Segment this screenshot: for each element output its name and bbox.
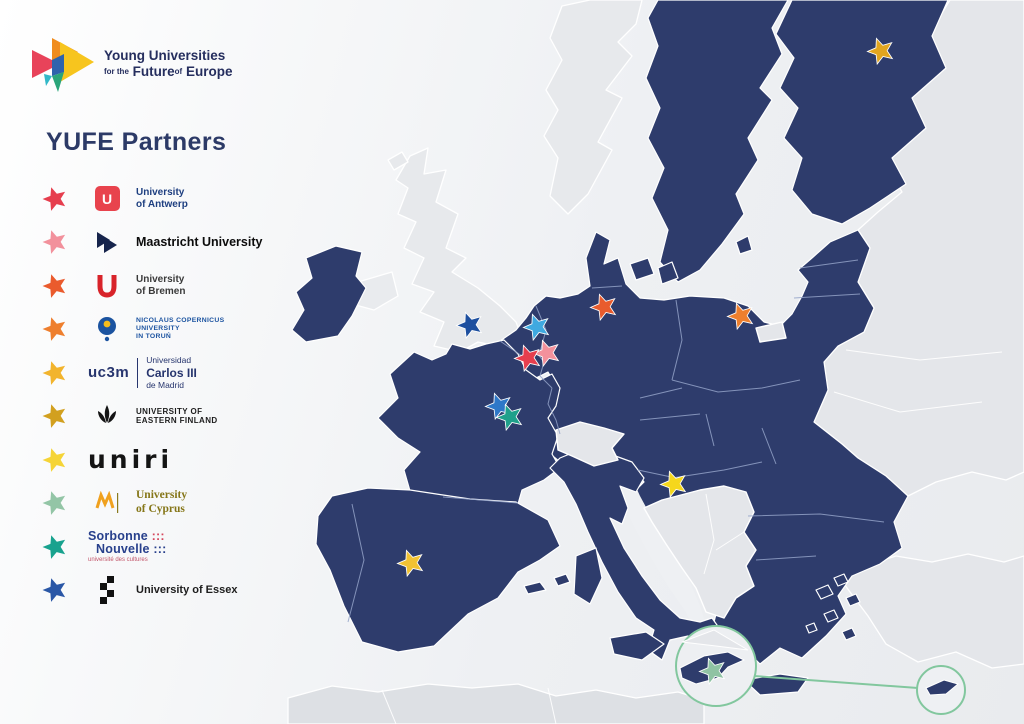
sorbonne-star-icon <box>42 535 66 559</box>
sidebar: Young Universities for the Futureof Euro… <box>0 0 300 724</box>
map-star-antwerp <box>513 344 541 373</box>
eastern-finland-label: UNIVERSITY OF EASTERN FINLAND <box>136 406 218 426</box>
africa-borders <box>381 687 557 724</box>
uc3m-logo: uc3m Universidad Carlos III de Madrid <box>88 355 197 390</box>
legend-item-uc3m: uc3m Universidad Carlos III de Madrid <box>42 351 300 395</box>
inset-connector-line <box>753 675 919 689</box>
legend-item-uniri: uniri <box>42 438 300 482</box>
maastricht-logo <box>88 231 126 254</box>
legend-item-essex: University of Essex <box>42 569 300 613</box>
greek-islands <box>805 573 861 641</box>
country-norway <box>543 0 643 215</box>
cyprus-logo <box>88 491 126 515</box>
map-star-rijeka <box>659 470 687 499</box>
yufe-pinwheel-icon <box>32 38 94 92</box>
bremen-label: University of Bremen <box>136 273 186 297</box>
eastern-finland-logo <box>88 404 126 428</box>
region-kaliningrad <box>755 321 787 343</box>
country-uk <box>395 147 523 353</box>
map-star-cyprus <box>698 657 726 686</box>
cyprus-actual-island <box>925 679 960 696</box>
torun-label: NICOLAUS COPERNICUS UNIVERSITY IN TORUŃ <box>136 317 225 341</box>
island-sicily <box>609 631 665 661</box>
region-north-africa <box>287 683 705 724</box>
country-finland <box>775 0 949 225</box>
uc3m-label: Universidad Carlos III de Madrid <box>146 355 197 390</box>
legend-item-cyprus: University of Cyprus <box>42 482 300 526</box>
partner-markers <box>396 37 894 686</box>
essex-logo <box>88 576 126 605</box>
legend-item-bremen: University of Bremen <box>42 264 300 308</box>
cyprus-label: University of Cyprus <box>136 489 188 516</box>
antwerp-star-icon <box>42 187 66 211</box>
uniri-star-icon <box>42 448 66 472</box>
region-iberia <box>315 487 561 653</box>
uniri-logo: uniri <box>88 445 174 475</box>
yufe-logo: Young Universities for the Futureof Euro… <box>30 34 300 94</box>
map-star-torun <box>726 302 754 331</box>
denmark-islands <box>629 257 679 285</box>
legend-item-torun: NICOLAUS COPERNICUS UNIVERSITY IN TORUŃ <box>42 308 300 352</box>
partners-legend: U University of Antwerp Maastricht Univer… <box>0 177 300 612</box>
map-star-netherlands-cyan <box>522 313 550 342</box>
legend-item-antwerp: U University of Antwerp <box>42 177 300 221</box>
country-turkey <box>839 553 1024 669</box>
map-star-essex <box>455 311 483 340</box>
bremen-star-icon <box>42 274 66 298</box>
country-switzerland <box>555 421 625 467</box>
torun-logo <box>88 316 126 342</box>
legend-item-sorbonne: Sorbonne ::: Nouvelle ::: université des… <box>42 525 300 569</box>
cyprus-star-icon <box>42 491 66 516</box>
island-gotland <box>735 235 753 255</box>
sorbonne-subtitle: université des cultures <box>88 557 148 564</box>
balkans-borders <box>703 493 745 575</box>
antwerp-logo: U <box>94 186 120 212</box>
bremen-logo <box>88 273 126 299</box>
map-star-bremen <box>589 293 617 322</box>
essex-label: University of Essex <box>136 583 238 596</box>
country-italy <box>549 447 723 661</box>
maastricht-star-icon <box>42 230 66 255</box>
map-star-madrid <box>396 549 424 578</box>
essex-star-icon <box>42 578 66 603</box>
page-title: YUFE Partners <box>46 128 227 156</box>
legend-item-maastricht: Maastricht University <box>42 221 300 265</box>
adriatic-sea <box>616 474 708 640</box>
uc3m-star-icon <box>42 361 66 385</box>
logo-line1: Young Universities <box>104 48 226 64</box>
islands-balearic <box>523 573 571 595</box>
east-borders <box>833 349 1003 413</box>
logo-line2: for the Futureof Europe <box>104 64 233 79</box>
map-star-eastern-finland <box>866 37 894 66</box>
legend-item-eastern-finland: UNIVERSITY OF EASTERN FINLAND <box>42 395 300 439</box>
yufe-logo-text: Young Universities for the Futureof Euro… <box>104 48 233 79</box>
antwerp-label: University of Antwerp <box>136 186 188 210</box>
map-star-sorbonne-nouvelle <box>495 403 523 432</box>
island-sardinia <box>573 547 603 605</box>
region-western-balkans <box>643 485 757 619</box>
map-star-paris-blue <box>484 392 512 421</box>
inset-turkey-coast <box>681 629 749 651</box>
island-hebrides <box>387 151 409 171</box>
country-sweden <box>645 0 789 283</box>
eastern-finland-star-icon <box>42 404 66 429</box>
torun-star-icon <box>42 317 66 342</box>
country-ireland <box>291 245 367 343</box>
maastricht-label: Maastricht University <box>136 234 263 249</box>
sorbonne-logo: Sorbonne ::: Nouvelle ::: université des… <box>88 528 167 564</box>
eu-borders <box>347 259 885 623</box>
